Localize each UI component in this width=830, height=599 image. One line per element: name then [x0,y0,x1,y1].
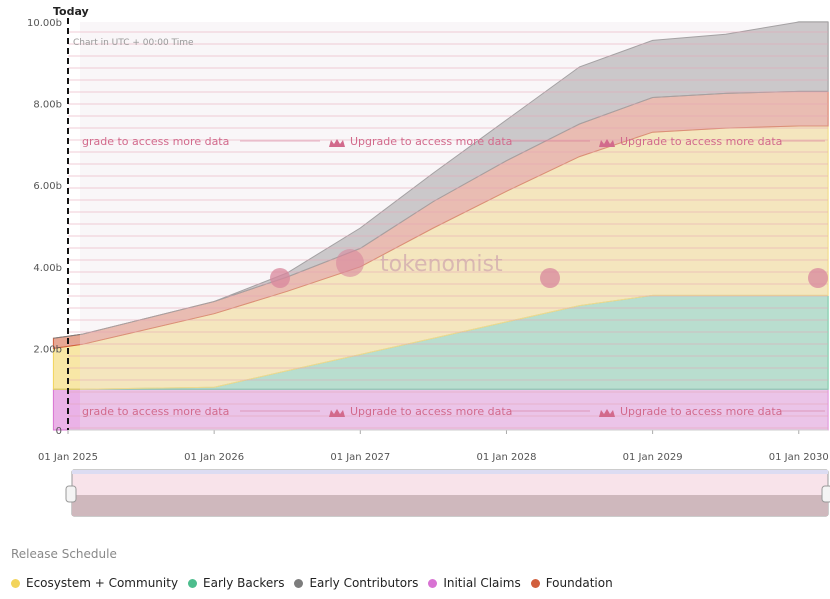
lock-circle-icon [540,268,560,288]
x-tick-label: 01 Jan 2026 [184,452,244,463]
utc-note: Chart in UTC + 00:00 Time [73,38,194,48]
y-axis: 0 2.00b 4.00b 6.00b 8.00b 10.00b [27,18,62,437]
upgrade-text: Upgrade to access more data [620,405,782,418]
locked-tint [80,22,828,430]
legend-item[interactable]: Foundation [530,576,613,590]
legend-label: Ecosystem + Community [26,576,179,590]
release-schedule-title: Release Schedule [11,547,117,561]
y-tick-label: 6.00b [33,181,62,192]
upgrade-text: grade to access more data [82,135,229,148]
legend-item[interactable]: Early Contributors [294,576,418,590]
range-navigator [65,469,830,517]
navigator-mini-area [72,495,828,516]
legend-dot-icon [11,578,20,588]
today-marker: Today Chart in UTC + 00:00 Time [53,5,194,430]
area-layer [52,21,829,431]
today-label: Today [53,5,89,18]
navigator-right-handle[interactable] [821,485,830,503]
y-tick-label: 0 [56,426,62,437]
watermark-text: tokenomist [380,252,503,277]
y-tick-label: 8.00b [33,100,62,111]
x-tick-label: 01 Jan 2028 [476,452,536,463]
legend-label: Early Contributors [309,576,419,590]
chart-legend: Ecosystem + Community Early Backers Early … [11,576,613,590]
legend-item[interactable]: Ecosystem + Community [11,576,178,590]
legend-label: Initial Claims [443,576,521,590]
crown-icon [599,409,615,417]
grid-lines [67,31,828,434]
x-tick-label: 01 Jan 2030 [769,452,829,463]
legend-label: Foundation [545,576,613,590]
upgrade-text: grade to access more data [82,405,229,418]
upgrade-text: Upgrade to access more data [350,405,512,418]
legend-dot-icon [294,578,304,588]
y-tick-label: 4.00b [33,263,62,274]
tokenomist-logo-icon [336,249,364,277]
legend-label: Early Backers [203,576,285,590]
x-tick-label: 01 Jan 2027 [330,452,390,463]
crown-icon [329,409,345,417]
locked-overlay [80,22,828,430]
y-tick-label: 2.00b [33,344,62,355]
lock-circle-icon [270,268,290,288]
y-tick-label: 10.00b [27,18,62,29]
legend-item[interactable]: Initial Claims [428,576,521,590]
x-tick-label: 01 Jan 2029 [623,452,683,463]
legend-dot-icon [188,578,198,588]
legend-item[interactable]: Early Backers [188,576,284,590]
lock-circle-icon [808,268,828,288]
legend-dot-icon [428,578,438,588]
upgrade-banners: grade to access more data Upgrade to acce… [82,135,828,418]
upgrade-text: Upgrade to access more data [620,135,782,148]
navigator-left-handle[interactable] [65,485,77,503]
x-axis: 01 Jan 2025 01 Jan 2026 01 Jan 2027 01 Jan … [38,452,829,463]
navigator-top-band [72,470,828,474]
legend-dot-icon [530,578,540,588]
crown-icon [329,139,345,147]
upgrade-text: Upgrade to access more data [350,135,512,148]
x-tick-label: 01 Jan 2025 [38,452,98,463]
crown-icon [599,139,615,147]
